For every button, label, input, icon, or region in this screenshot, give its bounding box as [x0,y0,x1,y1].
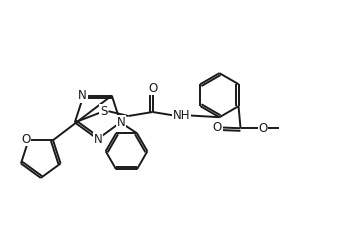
Text: O: O [213,121,222,134]
Text: O: O [21,133,30,146]
Text: N: N [94,133,103,145]
Text: O: O [258,122,267,135]
Text: NH: NH [173,109,190,122]
Text: O: O [148,82,157,95]
Text: N: N [117,116,126,129]
Text: S: S [100,105,107,118]
Text: N: N [78,89,87,102]
